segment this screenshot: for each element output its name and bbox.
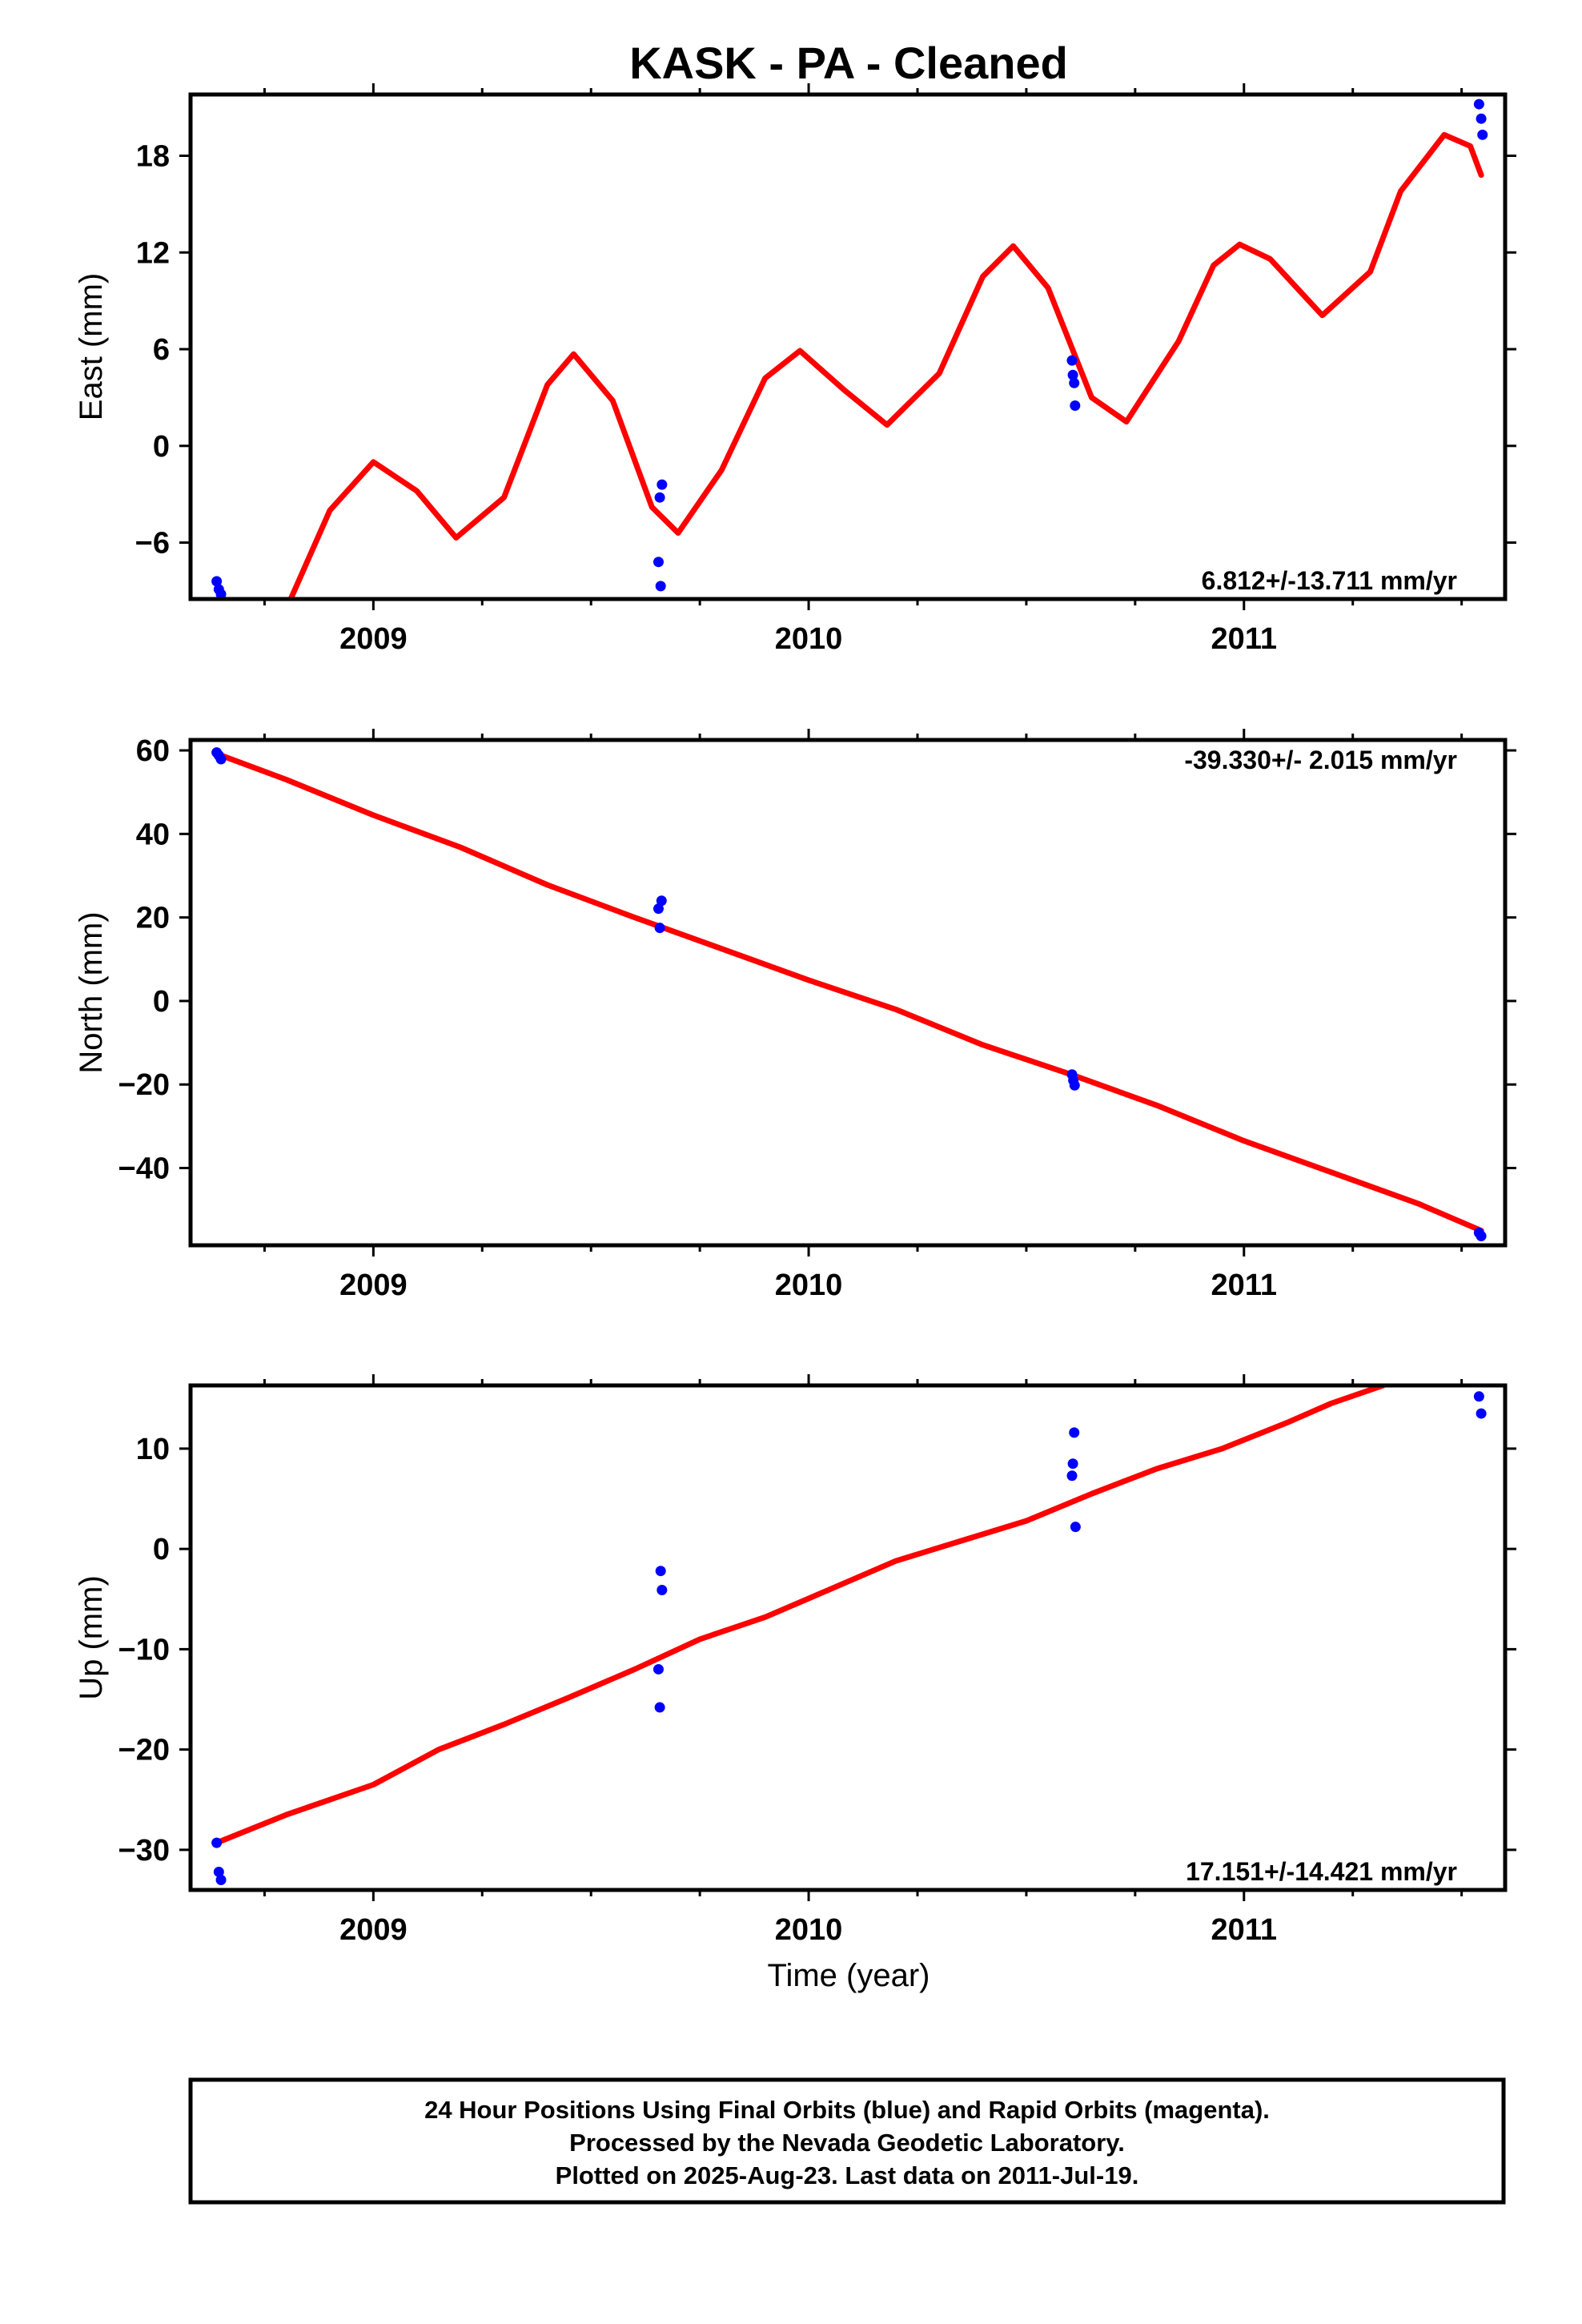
x-tick-label: 2011	[1211, 1269, 1277, 1302]
y-tick-label: −40	[118, 1152, 170, 1186]
data-point	[652, 1663, 664, 1675]
data-point	[652, 903, 664, 915]
data-point	[1070, 1522, 1081, 1533]
data-point	[213, 1866, 224, 1877]
data-point	[215, 589, 227, 600]
data-point	[654, 1702, 665, 1713]
data-point	[215, 754, 227, 765]
data-point	[1069, 1080, 1080, 1091]
y-tick-label: 18	[136, 139, 170, 173]
y-tick-label: 40	[136, 818, 170, 851]
y-axis-label: North (mm)	[74, 911, 109, 1073]
data-point	[1067, 1458, 1078, 1470]
plot-frame	[188, 738, 1508, 1248]
data-point	[1067, 369, 1078, 380]
data-point	[656, 895, 667, 907]
data-point	[1476, 1231, 1487, 1242]
velocity-rate-label: -39.330+/- 2.015 mm/yr	[1184, 746, 1457, 774]
y-tick-label: −30	[118, 1834, 170, 1868]
x-tick-label: 2010	[775, 1913, 843, 1947]
data-point	[655, 1566, 666, 1577]
data-point	[1069, 377, 1080, 388]
east-panel: 2009 2010 2011 −6 0 6 12 18 East (mm) 6.812+/-13.…	[74, 83, 1516, 656]
model-fit-line	[214, 1385, 1387, 1846]
x-tick-label: 2009	[339, 622, 408, 656]
data-point	[656, 479, 668, 490]
data-point	[1066, 1470, 1078, 1482]
data-point	[1473, 99, 1484, 110]
up-panel: 2009 2010 2011 −30 −20 −10 0 10 Up (mm) 17.151+/-…	[74, 1374, 1516, 1947]
velocity-rate-label: 6.812+/-13.711 mm/yr	[1202, 566, 1457, 595]
x-tick-label: 2009	[339, 1913, 408, 1947]
plot-frame	[188, 92, 1508, 601]
x-tick-label: 2011	[1211, 1913, 1277, 1947]
model-fit-line	[214, 750, 1484, 1234]
data-point	[1477, 129, 1488, 140]
x-tick-label: 2010	[775, 622, 843, 656]
footer-line-2: Processed by the Nevada Geodetic Laborat…	[569, 2129, 1125, 2157]
data-point	[1473, 1391, 1484, 1402]
data-point	[652, 557, 664, 568]
data-point	[656, 1585, 668, 1596]
data-point	[1069, 1427, 1080, 1438]
data-point	[654, 923, 665, 934]
y-tick-label: −20	[118, 1068, 170, 1102]
data-point	[1476, 113, 1487, 124]
north-panel: 2009 2010 2011 −40 −20 0 20 40 60 North (mm) -39.3…	[74, 729, 1516, 1302]
footer-line-3: Plotted on 2025-Aug-23. Last data on 201…	[556, 2161, 1139, 2189]
plot-frame	[188, 1383, 1508, 1892]
model-fit-line	[287, 131, 1484, 599]
y-axis-label: Up (mm)	[74, 1575, 109, 1700]
x-tick-label: 2009	[339, 1269, 408, 1302]
velocity-rate-label: 17.151+/-14.421 mm/yr	[1186, 1857, 1457, 1886]
x-tick-label: 2010	[775, 1269, 843, 1302]
x-tick-label: 2011	[1211, 622, 1277, 656]
data-point	[655, 581, 666, 592]
y-tick-label: 6	[153, 333, 170, 367]
y-tick-label: 0	[153, 985, 170, 1019]
footer-box	[188, 2077, 1506, 2205]
footer-line-1: 24 Hour Positions Using Final Orbits (bl…	[424, 2096, 1270, 2124]
data-point	[654, 492, 665, 503]
y-tick-label: −6	[135, 527, 170, 561]
data-point	[211, 576, 223, 587]
y-tick-label: −10	[118, 1633, 170, 1667]
y-tick-label: 0	[153, 1533, 170, 1566]
y-tick-label: −20	[118, 1734, 170, 1767]
x-axis-label: Time (year)	[768, 1958, 930, 1993]
data-point	[1476, 1408, 1487, 1419]
y-tick-label: 0	[153, 430, 170, 464]
data-point	[1066, 355, 1078, 366]
data-point	[215, 1874, 227, 1885]
y-tick-label: 10	[136, 1433, 170, 1466]
y-tick-label: 12	[136, 236, 170, 270]
y-tick-label: 20	[136, 902, 170, 935]
data-point	[211, 1837, 223, 1848]
y-axis-label: East (mm)	[74, 273, 109, 420]
y-tick-label: 60	[136, 734, 170, 768]
data-point	[1070, 400, 1081, 411]
chart-title: KASK - PA - Cleaned	[629, 38, 1068, 88]
